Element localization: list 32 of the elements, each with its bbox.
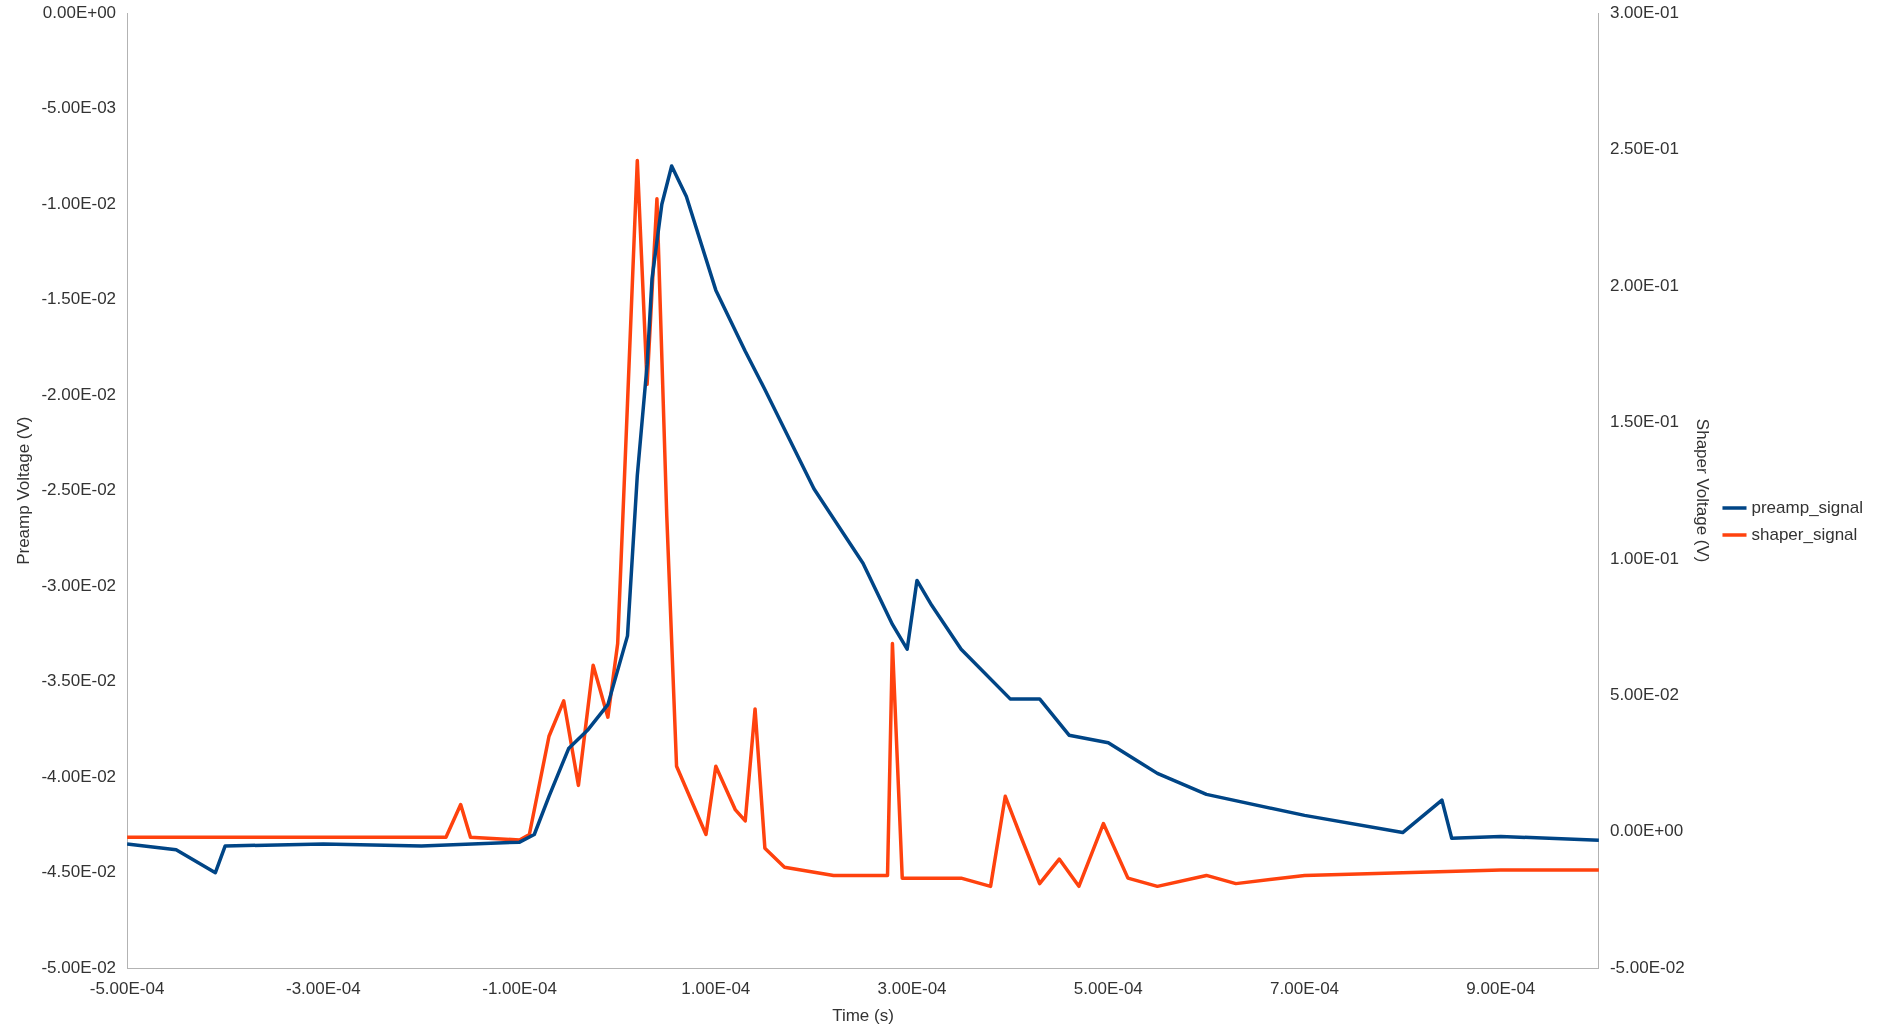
y-tick-label: -1.00E-02 xyxy=(41,193,117,213)
y-tick-label: -5.00E-02 xyxy=(41,957,117,977)
y-axis-title: Preamp Voltage (V) xyxy=(13,416,33,565)
y-tick-label: -5.00E-03 xyxy=(41,98,117,118)
legend-label: shaper_signal xyxy=(1751,524,1858,544)
y-tick-label: -4.50E-02 xyxy=(41,862,117,882)
x-axis-title: Time (s) xyxy=(832,1006,894,1026)
y2-tick-label: 2.50E-01 xyxy=(1609,139,1679,159)
y-tick-label: -3.50E-02 xyxy=(41,671,117,691)
x-tick-label: 3.00E-04 xyxy=(877,979,947,999)
y-tick-label: -4.00E-02 xyxy=(41,766,117,786)
y2-tick-label: 5.00E-02 xyxy=(1609,685,1679,705)
y-tick-label: -3.00E-02 xyxy=(41,575,117,595)
y2-tick-label: 2.00E-01 xyxy=(1609,275,1679,295)
y2-tick-label: 1.00E-01 xyxy=(1609,548,1679,568)
x-tick-label: -5.00E-04 xyxy=(89,979,165,999)
y2-tick-label: 0.00E+00 xyxy=(1609,821,1684,841)
x-tick-label: -3.00E-04 xyxy=(285,979,361,999)
x-tick-label: 7.00E-04 xyxy=(1270,979,1340,999)
y2-tick-label: 3.00E-01 xyxy=(1609,2,1679,22)
y2-tick-label: 1.50E-01 xyxy=(1609,412,1679,432)
x-tick-label: -1.00E-04 xyxy=(482,979,557,999)
y-tick-label: -1.50E-02 xyxy=(41,289,117,309)
y-tick-label: 0.00E+00 xyxy=(42,2,117,22)
y-tick-label: -2.00E-02 xyxy=(41,384,117,404)
y2-tick-label: -5.00E-02 xyxy=(1609,957,1685,977)
legend-label: preamp_signal xyxy=(1751,497,1863,517)
y2-axis-title: Shaper Voltage (V) xyxy=(1693,418,1713,563)
x-tick-label: 5.00E-04 xyxy=(1073,979,1143,999)
x-tick-label: 1.00E-04 xyxy=(681,979,751,999)
y-tick-label: -2.50E-02 xyxy=(41,480,117,500)
x-tick-label: 9.00E-04 xyxy=(1466,979,1536,999)
